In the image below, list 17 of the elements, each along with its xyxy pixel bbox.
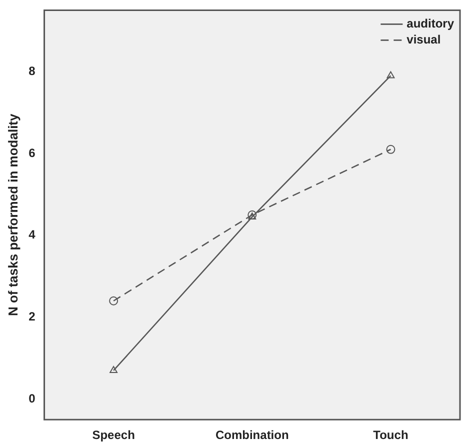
x-tick-label: Combination xyxy=(215,428,289,442)
y-tick-label: 8 xyxy=(28,64,36,78)
legend-label: visual xyxy=(406,32,441,47)
x-tick-label: Touch xyxy=(373,428,408,442)
point xyxy=(386,144,396,154)
point xyxy=(386,71,395,78)
x-tick-label: Speech xyxy=(92,428,135,442)
y-tick-label: 4 xyxy=(28,228,36,242)
y-tick-label: 2 xyxy=(28,310,36,324)
point xyxy=(248,210,257,220)
point xyxy=(110,366,118,373)
point xyxy=(248,212,256,220)
y-tick-label: 6 xyxy=(28,146,36,160)
point xyxy=(109,296,118,306)
y-axis-title: N of tasks performed in modality xyxy=(5,113,20,316)
y-tick-label: 0 xyxy=(28,391,36,406)
legend-label: auditory xyxy=(406,16,454,31)
